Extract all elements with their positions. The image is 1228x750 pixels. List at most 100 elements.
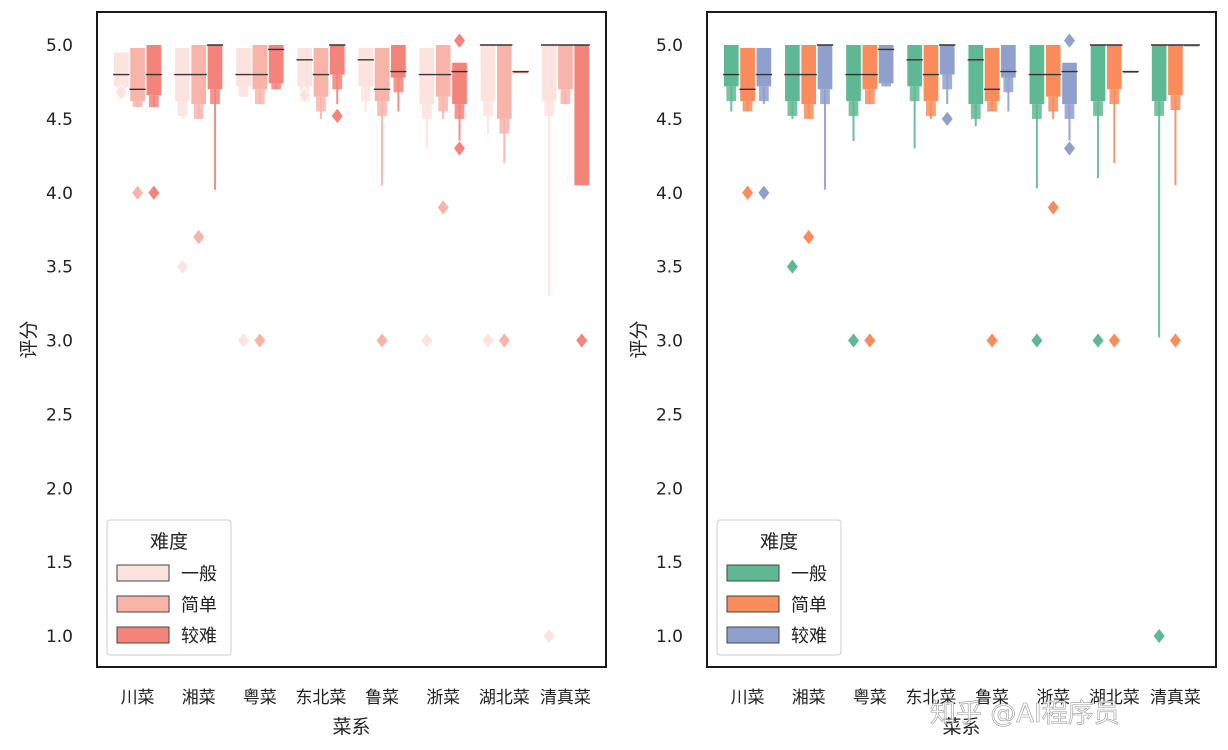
legend-swatch <box>726 564 780 582</box>
box-level-outer <box>1003 77 1014 93</box>
legend-label: 简单 <box>791 595 827 616</box>
box-level-outer <box>803 104 814 119</box>
legend-title: 难度 <box>760 531 798 553</box>
outlier-point <box>147 184 161 202</box>
box-body <box>723 45 739 87</box>
y-tick-label: 1.5 <box>46 553 73 573</box>
box-level-outer <box>1170 95 1181 111</box>
box-body <box>513 71 528 74</box>
box-level-outer <box>377 101 387 116</box>
box-level-outer <box>742 101 753 112</box>
outlier-point <box>175 258 189 276</box>
legend-swatch <box>116 595 170 613</box>
box-body <box>1045 45 1061 97</box>
x-tick-label: 清真菜 <box>540 688 591 708</box>
outlier-point <box>452 32 466 50</box>
box-body <box>785 45 800 102</box>
legend-swatch <box>116 564 170 582</box>
x-tick-label: 浙菜 <box>426 688 460 708</box>
box-body <box>480 45 496 102</box>
box-body <box>740 47 755 102</box>
box-level-outer <box>499 118 510 134</box>
outlier-point <box>757 184 771 202</box>
box-tail <box>913 86 916 149</box>
box-level-outer <box>926 101 936 116</box>
box-body <box>1151 45 1167 102</box>
box-level-outer <box>316 96 326 112</box>
box-body <box>236 47 251 87</box>
box-body <box>1001 45 1016 78</box>
watermark-text: 知乎 @AI程序员 <box>930 699 1120 729</box>
box-body <box>558 45 573 90</box>
box-body <box>435 45 451 97</box>
box-tail <box>1097 101 1100 178</box>
box-tail <box>487 101 490 134</box>
box-body <box>907 45 922 87</box>
box-level-outer <box>848 101 859 116</box>
outlier-point <box>863 332 877 349</box>
box-body <box>878 45 894 84</box>
outlier-point <box>330 107 344 125</box>
box-body <box>846 45 861 102</box>
x-tick-label: 清真菜 <box>1150 688 1201 708</box>
outlier-point <box>497 332 511 349</box>
box-level-outer <box>987 101 997 112</box>
box-body <box>541 45 557 102</box>
x-axis-label: 菜系 <box>942 716 980 738</box>
box-level-outer <box>1064 104 1075 119</box>
box-level-outer <box>942 74 953 90</box>
box-body <box>452 62 467 105</box>
legend-label: 较难 <box>181 626 217 647</box>
box-body <box>130 47 145 102</box>
box-body <box>268 45 284 84</box>
box-tail <box>381 101 384 186</box>
box-body <box>1062 62 1077 105</box>
axes-frame <box>706 11 1217 668</box>
y-tick-label: 4.0 <box>656 184 683 204</box>
box-level-outer <box>393 77 404 93</box>
box-level-outer <box>483 101 493 116</box>
box-body <box>374 47 390 102</box>
outlier-point <box>131 184 145 202</box>
outlier-point <box>802 228 816 246</box>
box-body <box>1184 45 1200 47</box>
outlier-point <box>1062 139 1076 157</box>
outlier-point <box>940 110 954 128</box>
x-tick-label: 湘菜 <box>792 688 826 708</box>
box-level-outer <box>909 86 920 102</box>
y-tick-label: 5.0 <box>46 36 73 56</box>
outlier-point <box>237 332 251 349</box>
box-level-outer <box>360 86 371 102</box>
y-tick-label: 5.0 <box>656 36 683 56</box>
box-body <box>984 47 1000 102</box>
box-body <box>113 52 129 87</box>
box-level-outer <box>438 96 449 112</box>
box-tail <box>1174 95 1177 186</box>
box-body <box>862 45 878 90</box>
y-tick-label: 3.5 <box>656 258 683 278</box>
y-tick-label: 2.0 <box>656 479 683 499</box>
box-level-outer <box>881 83 892 87</box>
outlier-point <box>985 332 999 349</box>
legend-label: 简单 <box>181 595 217 616</box>
box-tail <box>503 118 506 164</box>
box-level-outer <box>254 89 265 105</box>
box-body <box>297 47 312 87</box>
y-tick-label: 1.5 <box>656 553 683 573</box>
outlier-point <box>1030 332 1044 349</box>
legend-swatch <box>116 626 170 644</box>
x-tick-label: 浙菜 <box>1036 688 1070 708</box>
outlier-point <box>1168 332 1182 349</box>
box-level-outer <box>332 74 343 90</box>
box-level-outer <box>970 104 981 119</box>
box-level-outer <box>560 89 571 105</box>
outlier-point <box>114 83 128 101</box>
box-level-outer <box>1093 101 1103 116</box>
box-body <box>756 47 772 87</box>
outlier-point <box>375 332 389 349</box>
box-level-outer <box>210 89 220 105</box>
box-body <box>574 45 590 186</box>
y-tick-label: 3.5 <box>46 258 73 278</box>
box-level-outer <box>1031 104 1042 119</box>
